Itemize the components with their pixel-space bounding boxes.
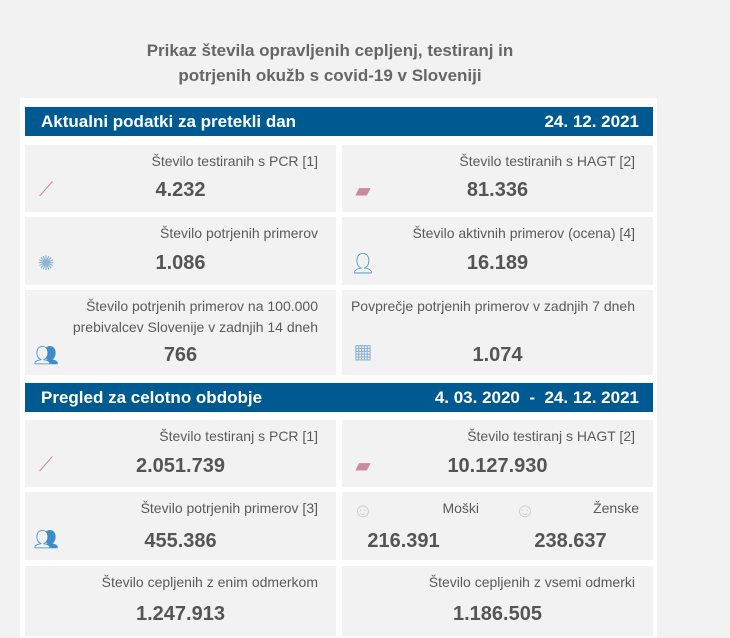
daily-date: 24. 12. 2021 [544,112,639,131]
total-date-range: 4. 03. 2020 - 24. 12. 2021 [434,388,639,407]
female-section: ☺ Ženske 238.637 [498,492,653,560]
group-icon: 👥︎ [33,528,59,551]
female-icon: ☺ [514,499,536,522]
page-title: Prikaz števila opravljenih cepljenj, tes… [146,41,514,85]
person-icon: 👤︎ [350,252,376,275]
rapid-test-icon: ▰ [355,454,371,477]
card-hagt-total: Število testiranj s HAGT [2] ▰ 10.127.93… [342,420,653,487]
total-header: Pregled za celotno obdobje 4. 03. 2020 -… [25,383,653,412]
card-pcr-daily: Število testiranih s PCR [1] ⟋ 4.232 [25,145,336,212]
card-vaccinated-one-dose: Število cepljenih z enim odmerkom 1.247.… [25,566,336,636]
male-icon: ☺ [352,499,374,522]
card-gender: ☺ Moški 216.391 ☺ Ženske 238.637 [342,492,653,560]
virus-icon: ✺ [37,252,55,275]
card-confirmed-total: Število potrjenih primerov [3] 👥︎ 455.38… [25,492,336,560]
rapid-test-icon: ▰ [355,179,371,202]
card-confirmed-daily: Število potrjenih primerov ✺ 1.086 [25,217,336,285]
card-vaccinated-all-doses: Število cepljenih z vsemi odmerki 1.186.… [342,566,653,636]
test-tube-icon: ⟋ [39,453,53,476]
card-active-daily: Število aktivnih primerov (ocena) [4] 👤︎… [342,217,653,285]
card-per100k: Število potrjenih primerov na 100.000 pr… [25,290,336,375]
male-section: ☺ Moški 216.391 [342,492,497,560]
daily-header: Aktualni podatki za pretekli dan 24. 12. … [25,107,653,136]
calendar-icon: ▦ [353,340,373,363]
group-icon: 👥︎ [33,344,59,367]
card-hagt-daily: Število testiranih s HAGT [2] ▰ 81.336 [342,145,653,212]
card-7day-avg: Povprečje potrjenih primerov v zadnjih 7… [342,290,653,375]
test-tube-icon: ⟋ [39,178,53,201]
card-pcr-total: Število testiranj s PCR [1] ⟋ 2.051.739 [25,420,336,487]
